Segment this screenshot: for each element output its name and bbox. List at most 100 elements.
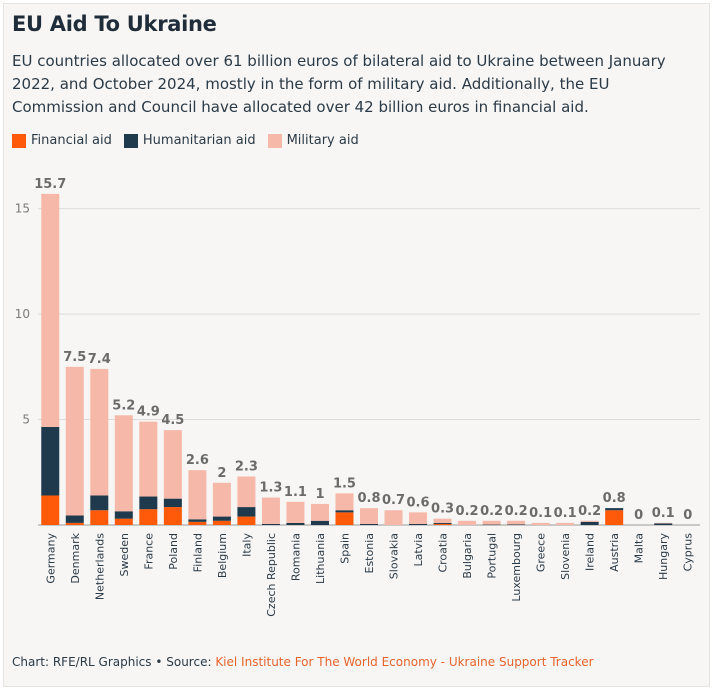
bar-segment-financial xyxy=(163,507,182,525)
bar-total-label: 0.2 xyxy=(480,504,503,519)
bar-total-label: 2 xyxy=(217,466,226,481)
bar-total-label: 0 xyxy=(683,508,692,523)
bar-segment-military xyxy=(163,430,182,499)
x-tick-label: Ireland xyxy=(584,533,597,571)
bar-segment-military xyxy=(335,493,354,511)
bar-segment-military xyxy=(580,520,599,522)
chart-footer: Chart: RFE/RL Graphics • Source: Kiel In… xyxy=(12,655,594,669)
bar-segment-humanitarian xyxy=(482,524,501,526)
legend-label-humanitarian: Humanitarian aid xyxy=(142,133,256,148)
bar-segment-military xyxy=(139,421,158,497)
x-tick-label: Hungary xyxy=(657,533,670,580)
bar-segment-military xyxy=(188,470,207,520)
bar-total-label: 0.2 xyxy=(578,504,601,519)
y-tick-label: 5 xyxy=(22,413,30,427)
bar-segment-military xyxy=(482,520,501,525)
bar-segment-military xyxy=(556,522,575,525)
bar-segment-humanitarian xyxy=(139,496,158,510)
x-tick-label: Sweden xyxy=(118,533,131,576)
bar-total-label: 4.5 xyxy=(161,413,184,428)
bar-segment-humanitarian xyxy=(286,522,305,525)
bar-total-label: 0.2 xyxy=(505,504,528,519)
stacked-bar-chart: 5101515.7Germany7.5Denmark7.4Netherlands… xyxy=(15,177,700,617)
x-tick-label: Malta xyxy=(633,533,646,563)
bar-total-label: 7.4 xyxy=(88,352,111,367)
chart-subtitle: EU countries allocated over 61 billion e… xyxy=(12,52,666,116)
chart-legend: Financial aid Humanitarian aid Military … xyxy=(12,133,359,148)
legend-swatch-financial xyxy=(12,133,26,148)
bar-segment-financial xyxy=(41,495,60,525)
bar-total-label: 1.5 xyxy=(333,476,356,491)
bar-segment-humanitarian xyxy=(580,521,599,525)
x-tick-label: Greece xyxy=(535,533,548,572)
bar-segment-military xyxy=(114,415,133,512)
legend-swatch-military xyxy=(267,133,282,148)
bar-segment-military xyxy=(286,501,305,523)
x-tick-label: Austria xyxy=(608,533,621,572)
footer-source-link[interactable]: Kiel Institute For The World Economy - U… xyxy=(215,655,594,669)
legend-label-financial: Financial aid xyxy=(31,133,112,148)
bar-segment-humanitarian xyxy=(65,515,84,523)
legend-swatch-humanitarian xyxy=(123,133,138,148)
bar-segment-financial xyxy=(237,516,256,525)
bar-segment-military xyxy=(507,520,526,525)
x-tick-label: Romania xyxy=(289,533,302,581)
bar-segment-humanitarian xyxy=(654,523,673,525)
bar-segment-financial xyxy=(212,520,231,525)
bar-segment-military xyxy=(409,512,428,524)
bar-segment-military xyxy=(90,368,109,496)
bar-total-label: 0.8 xyxy=(603,491,626,506)
bar-segment-military xyxy=(360,508,378,524)
bar-segment-financial xyxy=(90,510,109,525)
bar-total-label: 0.1 xyxy=(652,506,675,521)
x-tick-label: Latvia xyxy=(412,533,425,567)
x-tick-label: Slovakia xyxy=(388,533,401,579)
x-tick-label: Luxembourg xyxy=(510,533,523,602)
bar-segment-financial xyxy=(335,512,354,525)
x-tick-label: Croatia xyxy=(437,533,450,573)
bar-segment-humanitarian xyxy=(90,495,109,511)
bar-total-label: 0.2 xyxy=(456,504,479,519)
bar-segment-financial xyxy=(188,521,207,525)
bar-segment-military xyxy=(458,520,477,525)
bar-segment-financial xyxy=(605,510,624,525)
bar-segment-humanitarian xyxy=(212,516,231,521)
bar-segment-military xyxy=(41,193,60,427)
bar-segment-humanitarian xyxy=(114,511,133,519)
x-tick-label: Denmark xyxy=(69,532,82,583)
chart-title: EU Aid To Ukraine xyxy=(12,12,217,36)
bar-total-label: 2.6 xyxy=(186,453,209,468)
footer-credit: Chart: RFE/RL Graphics • Source: xyxy=(12,655,216,669)
bar-total-label: 5.2 xyxy=(112,398,135,413)
x-tick-label: Finland xyxy=(191,533,204,572)
bar-total-label: 4.9 xyxy=(137,405,160,420)
bar-segment-humanitarian xyxy=(163,498,182,508)
bar-total-label: 0.6 xyxy=(407,495,430,510)
bar-segment-humanitarian xyxy=(335,510,354,513)
bar-total-label: 0.1 xyxy=(554,506,577,521)
x-tick-label: Belgium xyxy=(216,533,229,578)
x-tick-label: Portugal xyxy=(486,533,499,579)
y-tick-label: 10 xyxy=(15,307,30,321)
bar-segment-humanitarian xyxy=(507,524,526,525)
x-tick-label: Germany xyxy=(44,533,57,584)
bar-segment-financial xyxy=(114,518,133,525)
bar-segment-humanitarian xyxy=(605,508,624,511)
bar-total-label: 0.3 xyxy=(431,502,454,517)
bar-total-label: 7.5 xyxy=(63,350,86,365)
bar-segment-humanitarian xyxy=(360,523,378,525)
x-tick-label: Poland xyxy=(167,533,180,570)
legend-item-military: Military aid xyxy=(267,133,359,148)
x-tick-label: France xyxy=(142,533,155,570)
bar-segment-humanitarian xyxy=(409,523,428,525)
bar-segment-humanitarian xyxy=(188,519,207,522)
x-tick-label: Bulgaria xyxy=(461,533,474,579)
bar-total-label: 15.7 xyxy=(34,177,66,192)
x-tick-label: Cyprus xyxy=(682,533,695,572)
bar-total-label: 2.3 xyxy=(235,459,258,474)
bar-segment-financial xyxy=(139,509,158,525)
bar-segment-military xyxy=(531,522,550,525)
bar-segment-military xyxy=(212,482,231,517)
bar-segment-military xyxy=(654,522,673,524)
bar-segment-financial xyxy=(433,523,452,525)
